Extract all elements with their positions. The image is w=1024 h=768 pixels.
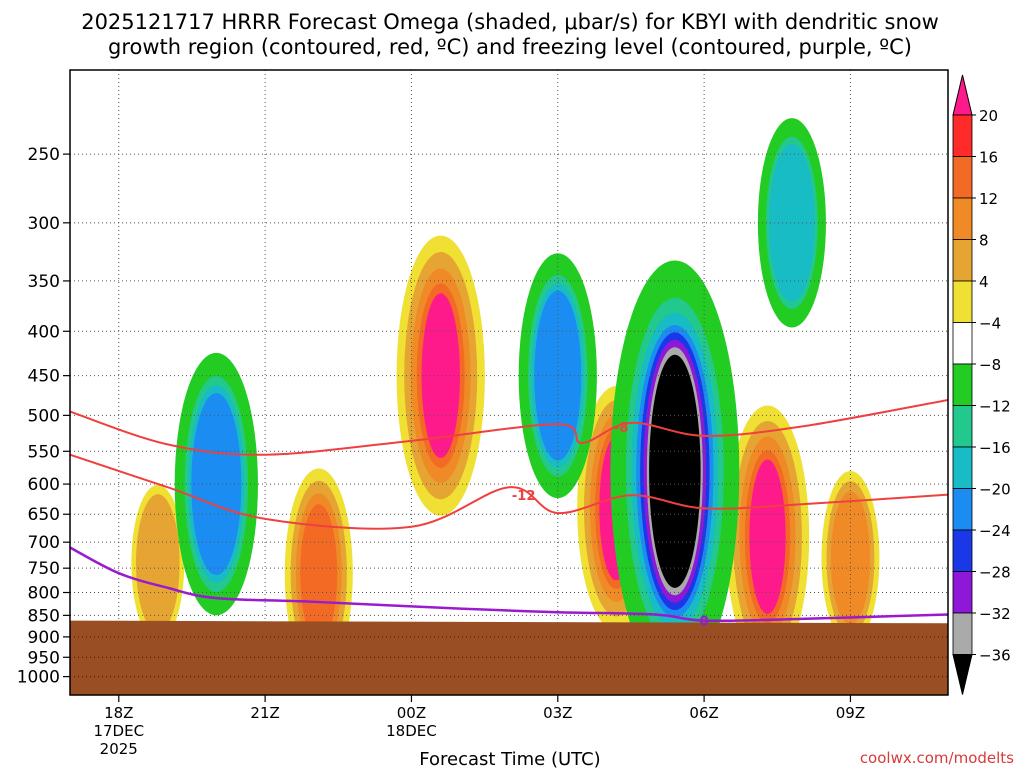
colorbar-label: −32 — [979, 605, 1011, 623]
y-tick-label: 750 — [28, 559, 60, 579]
y-tick-label: 600 — [28, 475, 60, 495]
colorbar-segment — [952, 529, 973, 572]
omega-region-minus-36 — [649, 354, 701, 588]
y-tick-label: 850 — [28, 606, 60, 626]
freezing-level-label: 0 — [700, 615, 709, 630]
colorbar: 20 16 12 8 4 −4 −8 −12 −16 −20 −24 −28 −32 −36 — [952, 74, 1011, 695]
x-tick-label: 03Z — [543, 704, 572, 722]
omega-feature-sinking — [610, 260, 740, 683]
colorbar-segment — [952, 156, 973, 199]
omega-region-16 — [300, 504, 338, 643]
colorbar-label: −8 — [979, 356, 1001, 374]
omega-feature-rising — [821, 470, 880, 646]
omega-feature-sinking — [757, 118, 826, 328]
x-tick-label: 21Z — [250, 704, 279, 722]
colorbar-top-arrow — [952, 74, 973, 116]
colorbar-label: −16 — [979, 439, 1011, 457]
omega-shading — [131, 118, 880, 683]
omega-region-8 — [135, 494, 180, 633]
x-tick-label: 00Z — [397, 704, 426, 722]
colorbar-segment — [952, 239, 973, 282]
colorbar-segment — [952, 405, 973, 448]
omega-region-minus-20 — [534, 290, 582, 461]
colorbar-label: 12 — [979, 190, 998, 208]
colorbar-label: −36 — [979, 647, 1011, 665]
colorbar-segment — [952, 612, 973, 655]
colorbar-segment — [952, 446, 973, 489]
y-tick-label: 650 — [28, 505, 60, 525]
x-tick-date-label: 17DEC — [93, 722, 144, 740]
y-tick-label: 700 — [28, 533, 60, 553]
x-tick-label: 09Z — [836, 704, 865, 722]
colorbar-segment — [952, 571, 973, 614]
dgz-contour-label: -12 — [512, 489, 536, 504]
colorbar-segment — [952, 280, 973, 323]
colorbar-label: 20 — [979, 107, 998, 125]
y-tick-label: 500 — [28, 406, 60, 426]
y-tick-label: 800 — [28, 584, 60, 604]
colorbar-label: −24 — [979, 522, 1011, 540]
colorbar-label: 8 — [979, 232, 989, 250]
colorbar-label: −4 — [979, 315, 1001, 333]
x-tick-date-label: 18DEC — [386, 722, 437, 740]
colorbar-segment — [952, 363, 973, 406]
chart-title-line-2: growth region (contoured, red, ºC) and f… — [108, 35, 912, 59]
colorbar-label: 4 — [979, 273, 989, 291]
omega-feature-rising — [396, 235, 485, 516]
omega-feature-sinking — [518, 253, 597, 499]
freezing-level-contour — [70, 546, 948, 623]
x-tick-label: 06Z — [689, 704, 718, 722]
y-tick-label: 300 — [28, 214, 60, 234]
y-tick-label: 450 — [28, 367, 60, 387]
colorbar-label: −20 — [979, 481, 1011, 499]
colorbar-segment — [952, 488, 973, 531]
y-tick-label: 550 — [28, 442, 60, 462]
plot-area — [70, 70, 948, 695]
colorbar-label: −28 — [979, 564, 1011, 582]
terrain-fill — [70, 620, 948, 695]
x-tick-year-label: 2025 — [100, 740, 138, 758]
y-tick-label: 900 — [28, 628, 60, 648]
colorbar-segment — [952, 114, 973, 157]
y-axis: 2503003504004505005506006507007508008509… — [17, 145, 70, 688]
colorbar-segment — [952, 322, 973, 365]
omega-region-minus-20 — [191, 392, 242, 576]
colorbar-label: 16 — [979, 149, 998, 167]
y-tick-label: 350 — [28, 272, 60, 292]
y-tick-label: 250 — [28, 145, 60, 165]
y-tick-label: 400 — [28, 322, 60, 342]
omega-region-20 — [421, 293, 460, 459]
omega-region-minus-16 — [768, 143, 815, 302]
dgz-contour-minus-12 — [70, 453, 948, 530]
colorbar-segment — [952, 197, 973, 240]
colorbar-label: −12 — [979, 398, 1011, 416]
colorbar-bottom-arrow — [952, 654, 973, 695]
omega-feature-rising — [725, 405, 810, 668]
dgz-contour-minus-8 — [70, 398, 948, 456]
y-tick-label: 950 — [28, 648, 60, 668]
chart-title-line-1: 2025121717 HRRR Forecast Omega (shaded, … — [81, 10, 939, 34]
grid-lines — [70, 70, 948, 695]
omega-feature-sinking — [174, 352, 258, 616]
omega-region-12 — [830, 491, 870, 625]
source-watermark: coolwx.com/modelts — [860, 749, 1014, 767]
omega-region-20 — [749, 459, 786, 614]
omega-feature-rising — [131, 484, 185, 642]
x-axis-label: Forecast Time (UTC) — [419, 749, 600, 768]
contour-labels: -8 -12 0 — [512, 421, 709, 630]
y-tick-label: 1000 — [17, 668, 60, 688]
plot-frame — [69, 69, 949, 696]
dgz-contour-label: -8 — [614, 421, 628, 436]
x-tick-label: 18Z — [104, 704, 133, 722]
